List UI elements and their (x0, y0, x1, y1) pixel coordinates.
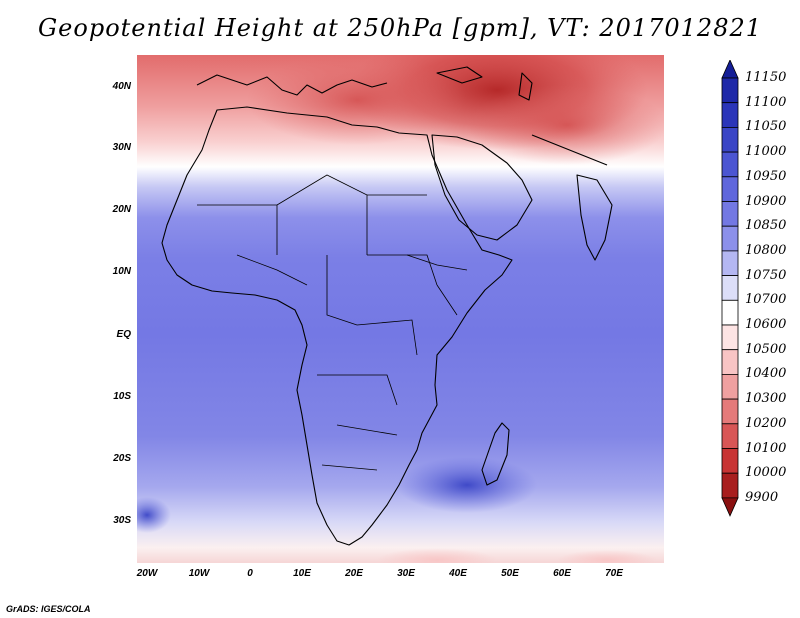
colorbar-label: 10200 (745, 415, 787, 431)
low-height-south-atlantic (137, 497, 171, 533)
colorbar-swatch (721, 324, 739, 351)
lon-label-20w: 20W (136, 568, 158, 579)
colorbar-label: 11100 (745, 94, 787, 110)
colorbar-label: 10750 (745, 267, 787, 283)
colorbar-label: 10000 (745, 465, 787, 481)
lon-label-70e: 70E (605, 568, 623, 579)
high-height-southern-edge-east (557, 550, 657, 563)
colorbar-label: 10500 (745, 341, 787, 357)
lon-label-10e: 10E (293, 568, 311, 579)
lat-label-10n: 10N (112, 266, 131, 277)
colorbar-swatch (721, 349, 739, 375)
colorbar-label: 10800 (745, 242, 787, 258)
lon-label-10w: 10W (188, 568, 210, 579)
country-borders (197, 174, 468, 471)
colorbar-swatch (721, 201, 739, 227)
colorbar-swatch (721, 373, 739, 400)
colorbar-label: 11150 (745, 70, 787, 85)
high-height-arabia (467, 85, 664, 165)
coastlines (161, 66, 613, 546)
colorbar-swatch (721, 472, 739, 499)
colorbar (721, 60, 739, 517)
colorbar-swatch (721, 275, 739, 301)
colorbar-label: 10600 (745, 317, 787, 332)
lon-label-40e: 40E (449, 568, 467, 579)
colorbar-swatch (721, 299, 739, 326)
lat-label-30s: 30S (113, 515, 131, 526)
map-plot-area (137, 55, 664, 563)
colorbar-label: 9900 (745, 489, 779, 505)
lon-label-30e: 30E (397, 568, 415, 579)
colorbar-bottom-arrow (721, 497, 739, 517)
colorbar-label: 10400 (745, 366, 787, 382)
colorbar-label: 10850 (745, 218, 787, 234)
colorbar-swatch (721, 225, 739, 252)
lat-label-30n: 30N (112, 142, 131, 153)
colorbar-label: 10700 (745, 292, 787, 308)
lat-label-eq: EQ (116, 329, 131, 340)
colorbar-swatch (721, 423, 739, 449)
lon-label-60e: 60E (553, 568, 571, 579)
colorbar-swatch (721, 250, 739, 276)
lon-label-50e: 50E (501, 568, 519, 579)
high-height-southern-edge (377, 548, 497, 563)
colorbar-swatch (721, 448, 739, 474)
colorbar-label: 10100 (745, 440, 787, 456)
grads-credit: GrADS: IGES/COLA (6, 604, 91, 614)
colorbar-swatch (721, 398, 739, 425)
colorbar-top-arrow (721, 60, 739, 79)
map-title: Geopotential Height at 250hPa [gpm], VT:… (38, 14, 762, 42)
high-height-mediterranean (247, 55, 467, 145)
lon-label-0: 0 (247, 568, 253, 579)
colorbar-label: 11000 (745, 144, 787, 160)
colorbar-swatch (721, 176, 739, 202)
colorbar-label: 10300 (745, 391, 787, 407)
lat-label-20s: 20S (113, 453, 131, 464)
lat-label-20n: 20N (112, 204, 131, 215)
colorbar-label: 10900 (745, 193, 787, 209)
colorbar-swatch (721, 151, 739, 178)
low-height-ring-south-africa (397, 457, 537, 513)
colorbar-label: 10950 (745, 168, 787, 184)
colorbar-swatch (721, 102, 739, 128)
colorbar-swatch (721, 77, 739, 104)
lat-label-40n: 40N (112, 81, 131, 92)
colorbar-swatch (721, 127, 739, 153)
lon-label-20e: 20E (345, 568, 363, 579)
lat-label-10s: 10S (113, 391, 131, 402)
colorbar-label: 11050 (745, 119, 787, 135)
